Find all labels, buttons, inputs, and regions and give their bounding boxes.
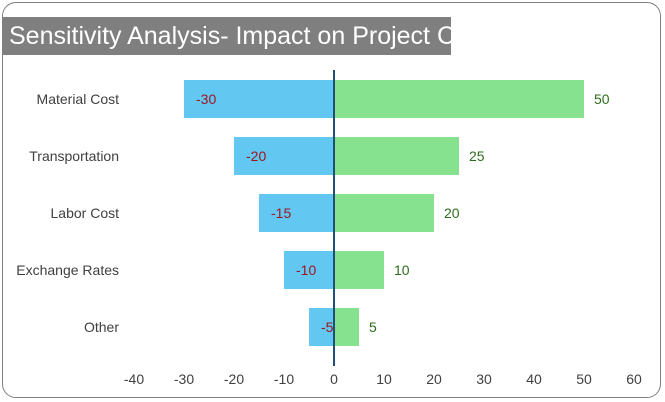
bar-positive [334, 251, 384, 289]
data-label: 10 [394, 262, 410, 278]
x-tick-label: 30 [476, 371, 492, 387]
bar-negative [309, 308, 334, 346]
bar-negative [259, 194, 334, 232]
x-tick-label: 60 [626, 371, 642, 387]
bar-positive [334, 194, 434, 232]
chart-frame [2, 2, 661, 398]
category-label: Transportation [29, 148, 119, 164]
x-tick-label: -20 [224, 371, 244, 387]
bar-negative [184, 80, 334, 118]
category-label: Material Cost [37, 91, 120, 107]
data-label: -5 [321, 319, 334, 335]
data-label: 20 [444, 205, 460, 221]
category-label: Labor Cost [51, 205, 120, 221]
data-label: 5 [369, 319, 377, 335]
x-tick-label: 20 [426, 371, 442, 387]
category-label: Exchange Rates [16, 262, 119, 278]
category-label: Other [84, 319, 119, 335]
data-label: -20 [246, 148, 266, 164]
chart-title: Sensitivity Analysis- Impact on Project … [3, 17, 488, 55]
x-tick-label: -10 [274, 371, 294, 387]
bar-negative [234, 137, 334, 175]
x-tick-label: 40 [526, 371, 542, 387]
data-label: 25 [469, 148, 485, 164]
x-tick-label: 50 [576, 371, 592, 387]
data-label: -10 [296, 262, 316, 278]
bar-positive [334, 137, 459, 175]
data-label: 50 [594, 91, 610, 107]
bar-positive [334, 80, 584, 118]
data-label: -30 [196, 91, 216, 107]
x-tick-label: 10 [376, 371, 392, 387]
data-label: -15 [271, 205, 291, 221]
bar-negative [284, 251, 334, 289]
x-tick-label: -40 [124, 371, 144, 387]
bar-positive [334, 308, 359, 346]
x-tick-label: 0 [330, 371, 338, 387]
x-tick-label: -30 [174, 371, 194, 387]
